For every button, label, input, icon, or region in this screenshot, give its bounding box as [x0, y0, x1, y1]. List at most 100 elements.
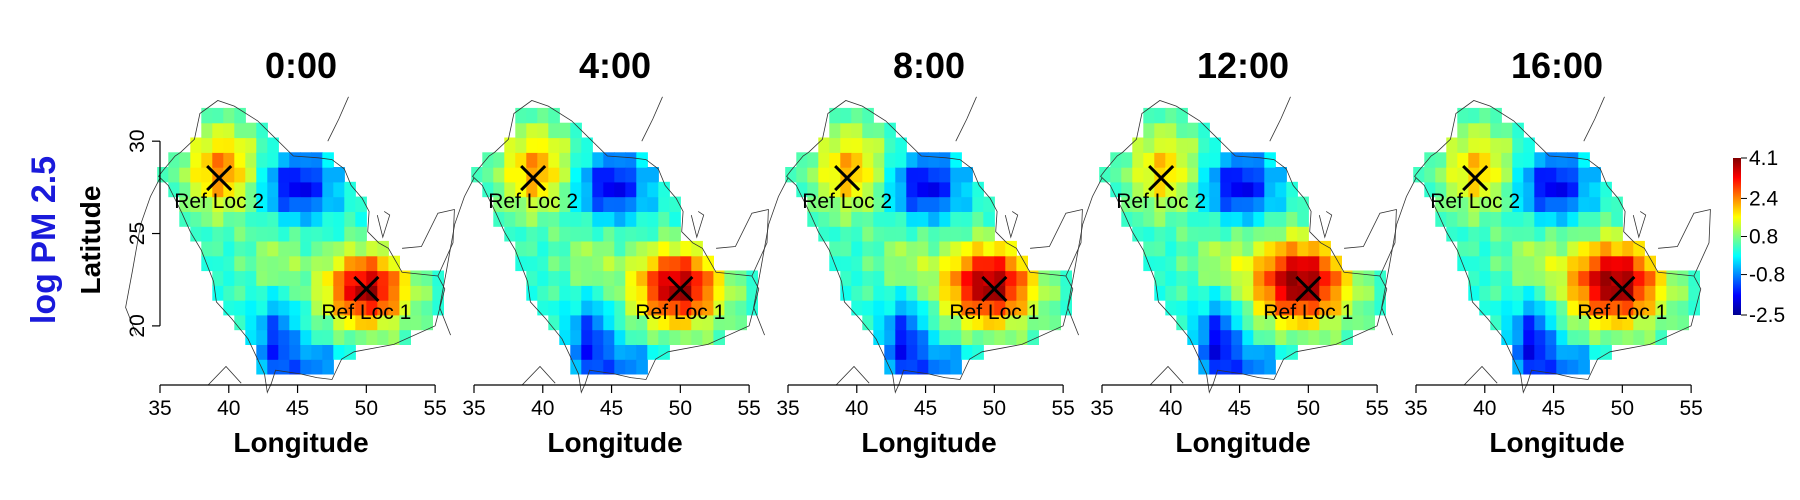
- heatmap-cell: [1688, 285, 1700, 301]
- heatmap-cell: [614, 240, 626, 257]
- heatmap-cell: [928, 152, 940, 168]
- heatmap-cell: [1490, 226, 1502, 242]
- heatmap-cell: [1468, 181, 1480, 198]
- heatmap-cell: [917, 329, 929, 345]
- heatmap-cell: [289, 359, 301, 375]
- heatmap-cell: [658, 285, 670, 301]
- heatmap-cell: [1187, 300, 1199, 316]
- heatmap-cell: [1154, 137, 1166, 153]
- heatmap-cell: [526, 255, 538, 272]
- heatmap-cell: [603, 314, 615, 331]
- heatmap-cell: [851, 255, 863, 272]
- heatmap-cell: [333, 285, 345, 301]
- heatmap-cell: [1523, 270, 1535, 286]
- heatmap-cell: [1578, 211, 1590, 227]
- heatmap-cell: [1479, 255, 1491, 272]
- heatmap-cell: [1231, 285, 1243, 301]
- heatmap-cell: [603, 285, 615, 301]
- heatmap-cell: [691, 329, 703, 345]
- heatmap-cell: [928, 255, 940, 272]
- heatmap-cell: [1220, 240, 1232, 257]
- x-axis: 35 40 45 50 55: [148, 384, 447, 420]
- heatmap-cell: [570, 226, 582, 242]
- heatmap-cell: [1512, 196, 1524, 212]
- heatmap-cell: [1016, 255, 1028, 272]
- heatmap-cell: [614, 181, 626, 198]
- heatmap-cell: [1688, 300, 1700, 316]
- heatmap-cell: [559, 196, 571, 212]
- heatmap-cell: [669, 226, 681, 242]
- heatmap-cell: [526, 285, 538, 301]
- heatmap-cell: [256, 122, 268, 139]
- heatmap-cell: [311, 344, 323, 360]
- heatmap-cell: [1165, 285, 1177, 301]
- heatmap-cell: [884, 285, 896, 301]
- x-axis: 35 40 45 50 55: [1090, 384, 1389, 420]
- heatmap-cell: [840, 107, 852, 124]
- heatmap-cell: [1512, 152, 1524, 168]
- heatmap-cell: [702, 300, 714, 316]
- heatmap-cell: [1600, 344, 1612, 360]
- colorbar-tick-label: -0.8: [1749, 264, 1785, 287]
- heatmap-cell: [1038, 270, 1050, 286]
- coastline: [1658, 208, 1711, 277]
- colorbar-tick-label: 4.1: [1749, 147, 1778, 170]
- heatmap-cell: [906, 226, 918, 242]
- heatmap-cell: [504, 137, 516, 153]
- heatmap-cell: [1297, 226, 1309, 242]
- heatmap-cell: [647, 270, 659, 286]
- heatmap-cell: [884, 196, 896, 212]
- coastline: [1318, 211, 1333, 239]
- heatmap-cell: [625, 226, 637, 242]
- heatmap-cell: [537, 211, 549, 227]
- x-tick-label: 40: [845, 397, 868, 420]
- heatmap-cell: [1457, 137, 1469, 153]
- heatmap-cell: [1253, 167, 1265, 183]
- heatmap-cell: [515, 167, 527, 183]
- heatmap-cell: [515, 226, 527, 242]
- heatmap-cell: [267, 196, 279, 212]
- heatmap-cell: [366, 314, 378, 331]
- heatmap-cell: [322, 329, 334, 345]
- heatmap-cell: [311, 329, 323, 345]
- heatmap-cell: [1253, 181, 1265, 198]
- heatmap-cell: [1165, 122, 1177, 139]
- heatmap-cell: [614, 300, 626, 316]
- heatmap-cell: [1556, 285, 1568, 301]
- heatmap-cell: [333, 314, 345, 331]
- heatmap-cell: [1330, 314, 1342, 331]
- heatmap-cell: [581, 167, 593, 183]
- heatmap-cell: [917, 152, 929, 168]
- x-tick-label: 35: [462, 397, 485, 420]
- heatmap-cell: [1545, 181, 1557, 198]
- heatmap-cell: [592, 226, 604, 242]
- heatmap-cell: [537, 285, 549, 301]
- heatmap-cell: [873, 196, 885, 212]
- heatmap-cell: [884, 344, 896, 360]
- heatmap-cell: [1567, 255, 1579, 272]
- heatmap-cell: [1187, 226, 1199, 242]
- heatmap-cell: [1567, 359, 1579, 375]
- heatmap-cell: [669, 240, 681, 257]
- heatmap-cell: [895, 167, 907, 183]
- heatmap-cell: [581, 240, 593, 257]
- heatmap-cell: [377, 300, 389, 316]
- heatmap-cell: [592, 211, 604, 227]
- heatmap-cell: [526, 152, 538, 168]
- heatmap-cell: [559, 285, 571, 301]
- heatmap-cell: [559, 329, 571, 345]
- heatmap-cell: [1005, 314, 1017, 331]
- heatmap-cell: [570, 255, 582, 272]
- heatmap-cell: [1435, 211, 1447, 227]
- heatmap-cell: [939, 152, 951, 168]
- heatmap-cell: [1132, 137, 1144, 153]
- heatmap-cell: [1446, 196, 1458, 212]
- heatmap-cell: [515, 255, 527, 272]
- heatmap-cell: [928, 329, 940, 345]
- heatmap-cell: [1589, 226, 1601, 242]
- heatmap-cell: [212, 152, 224, 168]
- heatmap-cell: [1253, 314, 1265, 331]
- heatmap-cell: [1578, 300, 1590, 316]
- heatmap-cell: [851, 285, 863, 301]
- heatmap-cell: [1578, 344, 1590, 360]
